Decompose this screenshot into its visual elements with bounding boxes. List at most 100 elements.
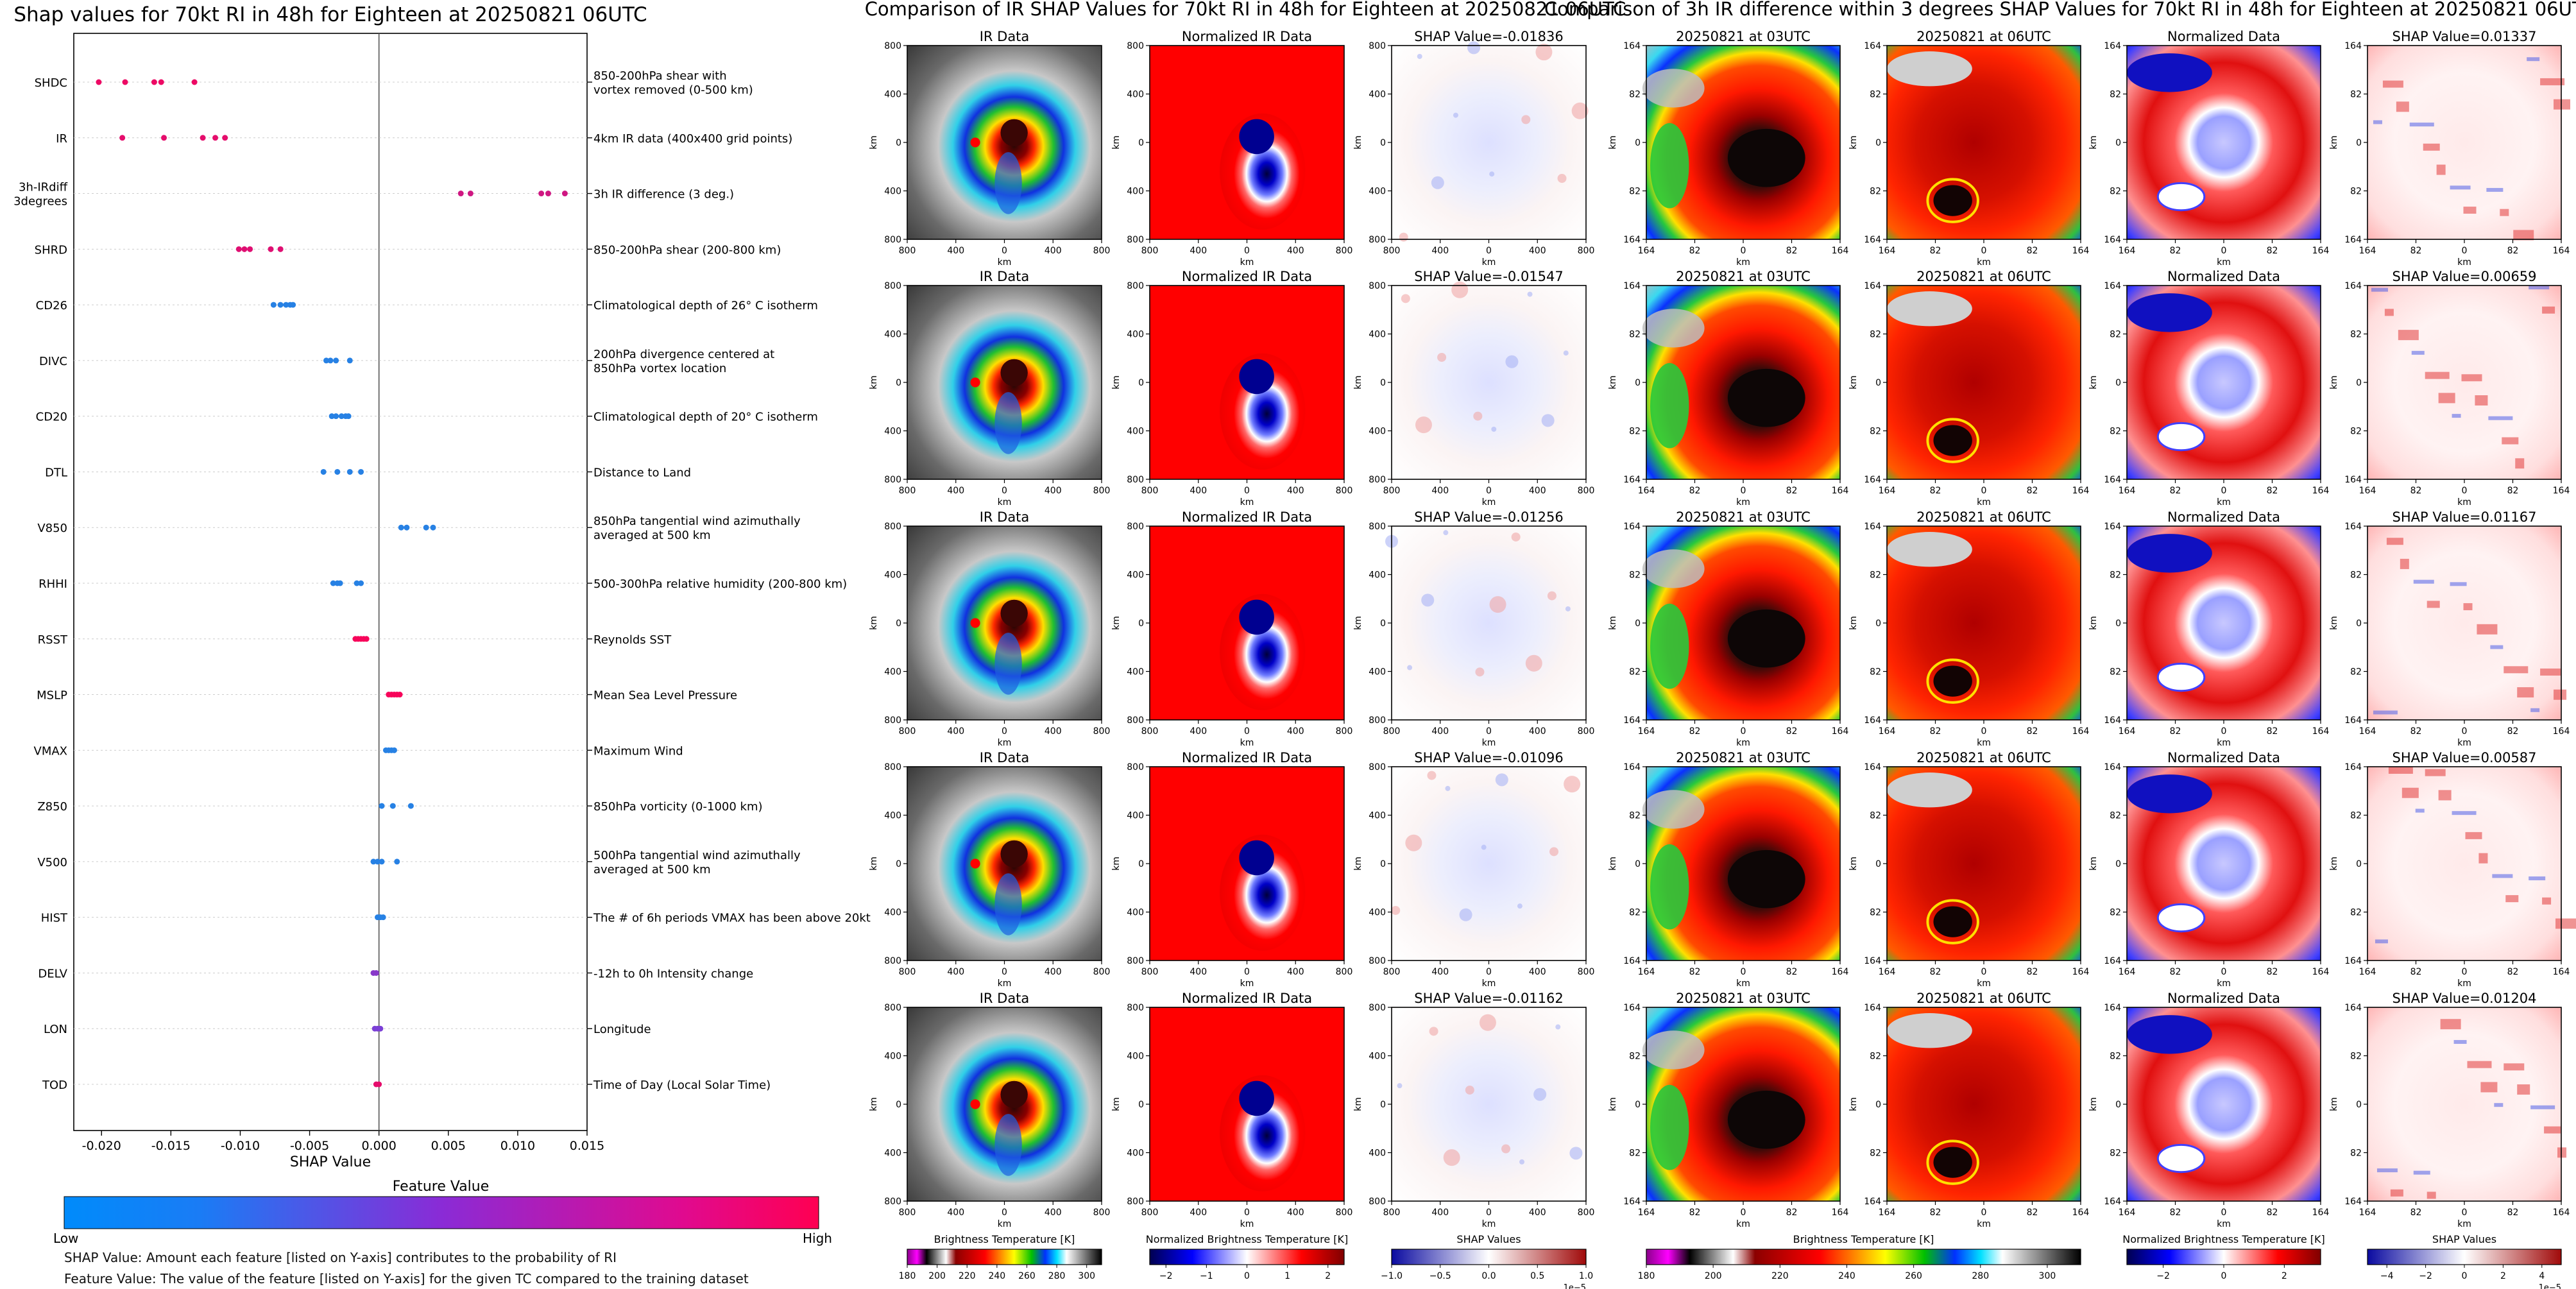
cold-cloud-patch (1642, 549, 1705, 588)
image-y-axis-label: km (2088, 616, 2099, 630)
image-y-tick-label: 400 (1127, 908, 1144, 918)
image-x-tick-label: 164 (1879, 246, 1896, 256)
ir-normalized-colorbar-tick-label: 0 (1244, 1271, 1250, 1281)
image-y-tick-label: 0 (1138, 619, 1144, 629)
image-y-axis-label: km (869, 1097, 879, 1111)
image-x-tick-label: 800 (1578, 967, 1595, 977)
image-x-tick-label: 0 (2221, 486, 2227, 496)
image-x-tick-label: 0 (2462, 246, 2468, 256)
image-x-tick-label: 164 (2072, 967, 2090, 977)
shap-streak (2413, 1170, 2430, 1175)
shap-streak (2530, 708, 2540, 712)
image-x-tick-label: 82 (2027, 246, 2038, 256)
image-x-tick-label: 82 (2410, 726, 2422, 737)
cold-cloud-patch (1642, 790, 1705, 829)
image-x-tick-label: 0 (1741, 1208, 1746, 1218)
image-panel-title: 20250821 at 03UTC (1676, 29, 1811, 44)
feature-name-label: DELV (38, 967, 67, 980)
image-x-tick-label: 400 (1190, 486, 1207, 496)
image-x-tick-label: 0 (1002, 1208, 1007, 1218)
image-x-tick-label: 800 (1093, 1208, 1111, 1218)
image-panel-content (1642, 286, 1840, 479)
shap-point (404, 524, 410, 531)
image-x-tick-label: 82 (2170, 967, 2181, 977)
image-y-tick-label: 400 (884, 1052, 901, 1062)
image-x-tick-label: 800 (1578, 486, 1595, 496)
image-panel-content (2127, 526, 2321, 720)
feature-description-label: Longitude (593, 1023, 651, 1036)
image-y-tick-label: 400 (1127, 427, 1144, 437)
shap-speckle (1495, 773, 1508, 787)
feature-description-label: 850hPa tangential wind azimuthally (593, 515, 801, 528)
shap-speckle (1521, 115, 1531, 124)
image-x-tick-label: 0 (1002, 967, 1007, 977)
image-x-tick-label: 164 (2553, 726, 2570, 737)
image-y-tick-label: 0 (2356, 378, 2362, 388)
image-panel-title: Normalized IR Data (1182, 509, 1312, 525)
shap-speckle (1445, 785, 1451, 791)
convective-cell (970, 137, 980, 148)
image-x-tick-label: 164 (1638, 726, 1655, 737)
image-x-tick-label: 164 (2072, 1208, 2090, 1218)
image-y-tick-label: 82 (2350, 811, 2362, 821)
image-y-tick-label: 82 (2350, 667, 2362, 678)
image-x-tick-label: 0 (1244, 726, 1250, 737)
image-y-axis-label: km (2088, 135, 2099, 149)
feature-description-label: Maximum Wind (593, 744, 683, 758)
image-x-axis-label: km (1977, 257, 1991, 268)
shap-point (561, 191, 568, 197)
ir-brightness-colorbar-label: Brightness Temperature [K] (934, 1233, 1075, 1245)
image-panel-title: SHAP Value=-0.01256 (1414, 509, 1564, 525)
shap-summary-panel: Shap values for 70kt RI in 48h for Eight… (13, 3, 871, 1246)
image-x-tick-label: 164 (1879, 726, 1896, 737)
shap-x-tick-label: 0.000 (361, 1139, 396, 1153)
feature-description-label: averaged at 500 km (593, 529, 711, 542)
image-x-tick-label: 82 (2507, 486, 2519, 496)
image-panel-title: SHAP Value=0.00659 (2393, 269, 2537, 284)
image-x-tick-label: 400 (1529, 246, 1546, 256)
spiral-band (994, 1114, 1022, 1176)
image-y-tick-label: 164 (2344, 762, 2362, 773)
image-panel-content (1642, 526, 1840, 720)
ir-shap-colorbar-multiplier: 1e−5 (1564, 1283, 1586, 1289)
image-y-tick-label: 164 (1864, 715, 1881, 726)
image-y-tick-label: 82 (1629, 427, 1641, 437)
shap-point (270, 302, 277, 308)
eye-region (1727, 849, 1805, 909)
shap-point (241, 246, 248, 252)
image-x-tick-label: 400 (947, 486, 964, 496)
image-y-tick-label: 400 (1127, 90, 1144, 100)
shap-point (391, 747, 397, 753)
image-y-tick-label: 164 (2344, 522, 2362, 532)
shap-speckle (1467, 41, 1481, 55)
image-x-tick-label: 82 (2410, 486, 2422, 496)
spiral-band (994, 392, 1022, 454)
shap-streak (2480, 1082, 2498, 1093)
image-panel-content (2367, 1007, 2567, 1201)
feature-name-label: Z850 (37, 800, 67, 814)
image-y-tick-label: 82 (1870, 330, 1881, 340)
feature-description-label: 4km IR data (400x400 grid points) (593, 132, 792, 146)
shap-speckle (1431, 176, 1444, 189)
shap-speckle (1501, 1144, 1511, 1154)
image-panel-content (1887, 286, 2081, 479)
image-x-tick-label: 82 (2410, 967, 2422, 977)
shap-streak (2494, 1103, 2503, 1107)
image-y-tick-label: 164 (2104, 41, 2121, 51)
image-y-tick-label: 400 (884, 811, 901, 821)
image-y-tick-label: 0 (1635, 619, 1641, 629)
image-x-tick-label: 164 (2359, 246, 2376, 256)
feature-description-label: Mean Sea Level Pressure (593, 689, 737, 703)
image-x-axis-label: km (1482, 257, 1496, 268)
image-y-tick-label: 164 (2104, 956, 2121, 966)
image-x-tick-label: 800 (1141, 726, 1159, 737)
image-x-tick-label: 82 (1786, 246, 1798, 256)
image-y-tick-label: 0 (896, 619, 901, 629)
image-y-axis-label: km (1848, 375, 1859, 389)
image-x-tick-label: 164 (2312, 486, 2330, 496)
image-x-tick-label: 400 (1045, 246, 1062, 256)
image-panel-title: SHAP Value=-0.01096 (1414, 750, 1564, 765)
image-x-tick-label: 82 (2170, 726, 2181, 737)
image-y-axis-label: km (2329, 616, 2339, 630)
negative-patch (2127, 774, 2212, 814)
